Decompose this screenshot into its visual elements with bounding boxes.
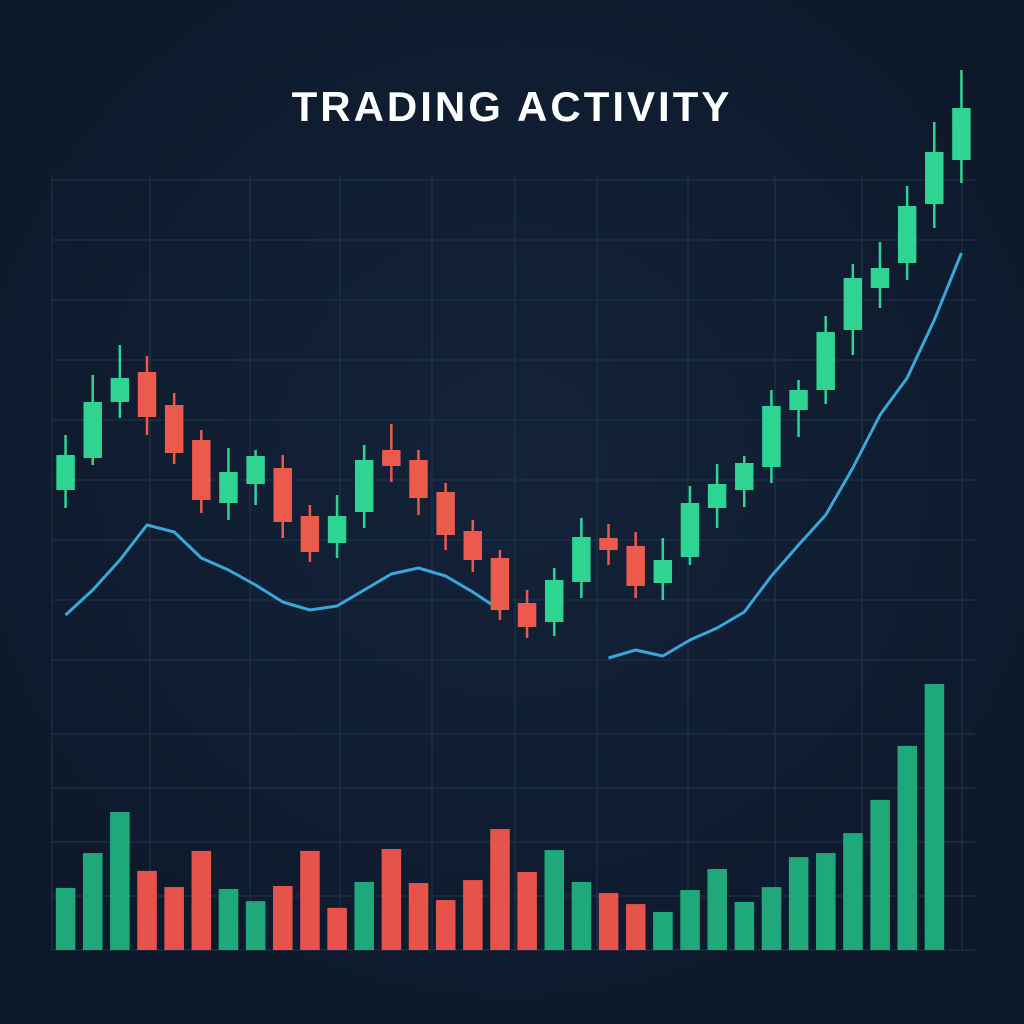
volume-bar [816, 853, 836, 950]
volume-bar [680, 890, 700, 950]
candle-body [544, 580, 564, 622]
candle-body [273, 468, 292, 522]
volume-bar [327, 907, 347, 950]
candle-body [735, 463, 754, 490]
candle-body [436, 492, 455, 535]
volume-bar [354, 881, 375, 950]
candle-body [680, 503, 700, 557]
volume-bar [761, 887, 782, 950]
candle-body [517, 603, 537, 627]
volume-bar [55, 887, 76, 950]
volume-bar [598, 893, 619, 950]
candle-body [952, 108, 971, 160]
candle-body [110, 378, 130, 402]
candle-body [246, 456, 265, 484]
candle-body [164, 405, 184, 453]
candle-body [626, 546, 645, 586]
volume-bar [381, 849, 402, 950]
volume-bar [544, 850, 565, 950]
candle-body [409, 460, 428, 498]
candle-body [653, 560, 673, 583]
volume-bar [164, 887, 184, 950]
candle-body [707, 484, 727, 508]
candle-body [925, 152, 944, 204]
vertical-grid [51, 175, 963, 950]
candle-body [816, 332, 835, 390]
volume-bar [924, 684, 945, 950]
volume-bar [517, 871, 537, 950]
candle-body [490, 558, 510, 610]
volume-bar [408, 883, 429, 950]
volume-bar [191, 850, 212, 950]
candle-body [219, 472, 238, 503]
volume-bar [300, 850, 320, 950]
candle-body [56, 455, 75, 490]
volume-bar [435, 900, 456, 950]
volume-bar [843, 833, 863, 950]
chart-title: TRADING ACTIVITY [292, 83, 733, 130]
volume-bar [137, 870, 157, 950]
volume-bar [897, 745, 918, 950]
candle-body [137, 372, 157, 417]
volume-bar [707, 869, 727, 950]
candle-body [327, 516, 347, 543]
volume-bar [625, 904, 646, 950]
volume-bar [245, 901, 266, 950]
volume-bar [82, 853, 103, 950]
candle-body [192, 440, 211, 500]
candle-body [463, 531, 483, 560]
volume-bar [218, 888, 239, 950]
candle-body [382, 450, 401, 466]
volume-bar [870, 799, 890, 950]
volume-bar [490, 829, 510, 950]
candle-body [83, 402, 102, 458]
candle-body [789, 390, 808, 410]
volume-bar [273, 886, 293, 950]
candle-body [762, 406, 781, 467]
volume-bar [463, 880, 483, 950]
volume-bar [110, 812, 130, 950]
volume-bar [734, 901, 755, 950]
candle-body [870, 268, 890, 288]
volume-bar [571, 881, 592, 950]
candle-body [599, 538, 618, 550]
volume-bar [653, 911, 673, 950]
candle-body [354, 460, 374, 512]
candle-body [897, 206, 917, 263]
candle-body [300, 516, 320, 552]
moving-line [64, 252, 963, 660]
candle-body [843, 278, 863, 330]
volume-bar [788, 857, 809, 950]
candle-body [572, 537, 591, 582]
